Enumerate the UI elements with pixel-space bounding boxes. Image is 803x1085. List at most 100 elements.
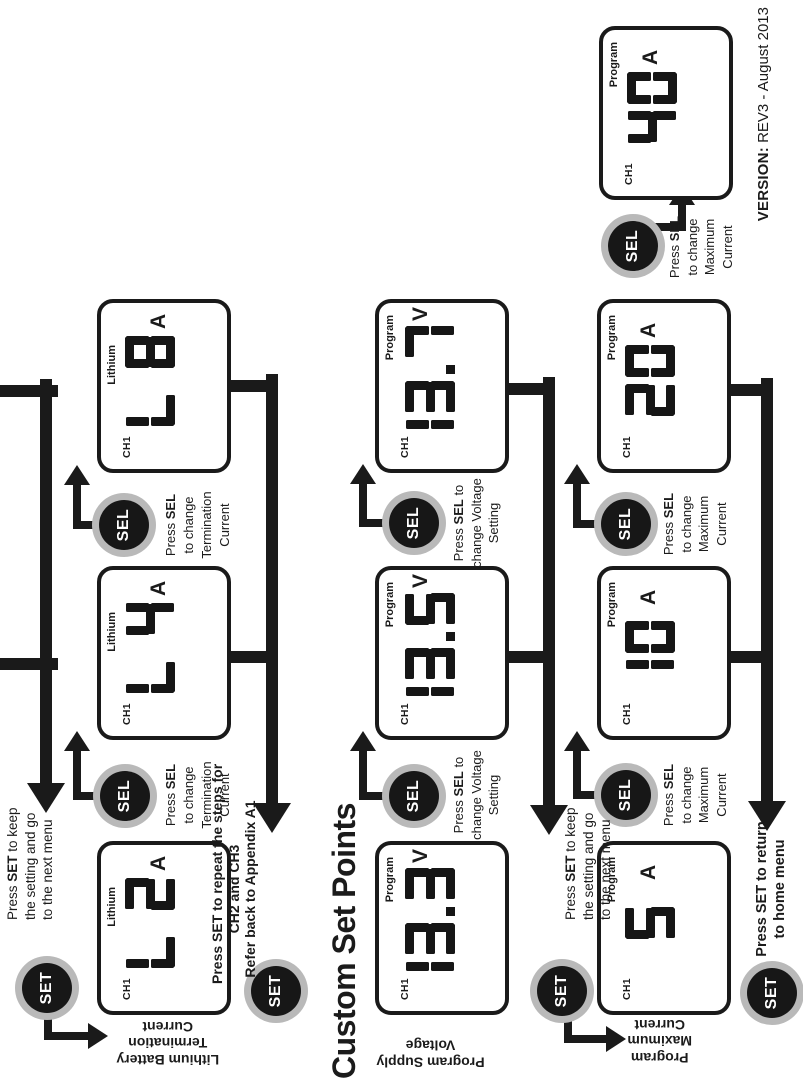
caption-line: to change bbox=[678, 495, 694, 553]
caption-sel-termination-2: Press SEL to change Termination Current bbox=[162, 430, 234, 620]
caption-line: to change bbox=[678, 766, 694, 824]
mode-badge: Program bbox=[608, 42, 620, 88]
caption-set-repeat-steps: Press SET to repeat the steps for CH2 and… bbox=[209, 763, 259, 984]
caption-line: Press SEL to bbox=[451, 756, 466, 834]
set-button-face: SET bbox=[22, 963, 72, 1013]
caption-line: the setting and go bbox=[580, 812, 596, 920]
mode-badge: Program bbox=[384, 857, 396, 903]
channel-label: CH1 bbox=[621, 978, 633, 1000]
arrowhead bbox=[350, 731, 376, 751]
arrowhead bbox=[64, 465, 90, 485]
unit-label: A bbox=[637, 864, 660, 880]
channel-label: CH1 bbox=[621, 703, 633, 725]
sel-button-face: SEL bbox=[389, 498, 439, 548]
flow-line bbox=[40, 379, 52, 789]
sel-button-label: SEL bbox=[405, 779, 422, 813]
sel-button-label: SEL bbox=[405, 506, 422, 540]
caption-line: to change bbox=[684, 218, 700, 276]
unit-label: A bbox=[637, 322, 660, 338]
caption-set-keep-setting-2: Press SET to keep the setting and go to th… bbox=[562, 770, 615, 920]
sel-button: SEL bbox=[594, 492, 658, 556]
flow-line bbox=[543, 377, 555, 811]
sel-button-label: SEL bbox=[624, 229, 641, 263]
caption-line: the setting and go bbox=[22, 812, 38, 920]
sel-button: SEL bbox=[601, 214, 665, 278]
caption-line: Press SEL bbox=[661, 492, 676, 556]
sel-button-face: SEL bbox=[389, 771, 439, 821]
caption-line: Current bbox=[217, 503, 232, 547]
flow-line bbox=[73, 747, 81, 800]
set-button: SET bbox=[15, 956, 79, 1020]
caption-line: Press SEL bbox=[163, 763, 178, 827]
caption-line: Termination bbox=[199, 491, 214, 559]
unit-label: V bbox=[409, 848, 432, 863]
caption-line: to change bbox=[181, 496, 196, 554]
caption-line: Setting bbox=[486, 774, 501, 816]
sel-button: SEL bbox=[93, 764, 157, 828]
caption-line: Press SET to repeat the steps for bbox=[209, 763, 225, 984]
flow-line bbox=[266, 374, 278, 809]
sel-button-label: SEL bbox=[115, 508, 132, 542]
version-line: VERSION: REV3 - August 2013 bbox=[755, 7, 772, 221]
channel-label: CH1 bbox=[121, 436, 133, 458]
channel-label: CH1 bbox=[399, 703, 411, 725]
arrowhead bbox=[253, 803, 291, 833]
flow-line bbox=[573, 480, 581, 528]
caption-sel-voltage-2: Press SEL to change Voltage Setting bbox=[450, 428, 503, 618]
mode-badge: Program bbox=[606, 315, 618, 361]
row-label-line: Voltage bbox=[405, 1038, 455, 1054]
set-button-face: SET bbox=[537, 966, 587, 1016]
mode-badge: Lithium bbox=[106, 345, 118, 385]
caption-line: Press SEL bbox=[163, 493, 178, 557]
caption-line: to the next menu bbox=[598, 819, 613, 920]
flow-line bbox=[359, 480, 367, 527]
caption-line: to the next menu bbox=[40, 819, 55, 920]
sel-button-label: SEL bbox=[617, 507, 634, 541]
caption-line: change Voltage bbox=[468, 478, 484, 568]
flow-line bbox=[359, 747, 367, 800]
caption-sel-maximum-1: Press SEL to change Maximum Current bbox=[660, 700, 730, 890]
flow-line bbox=[73, 481, 81, 529]
caption-line: Current bbox=[713, 773, 729, 817]
sel-button-face: SEL bbox=[100, 771, 150, 821]
channel-label: CH1 bbox=[399, 436, 411, 458]
channel-label: CH1 bbox=[399, 978, 411, 1000]
caption-line: Refer back to Appendix A1 bbox=[242, 800, 258, 978]
caption-line: Press SET to keep bbox=[563, 807, 578, 920]
caption-line: to home menu bbox=[771, 839, 788, 939]
caption-line: Current bbox=[713, 502, 729, 546]
unit-label: A bbox=[639, 49, 662, 65]
row-label-lithium-battery-termination-current: Lithium Battery Termination Current bbox=[98, 1018, 238, 1068]
sel-button-face: SEL bbox=[99, 500, 149, 550]
mode-badge: Program bbox=[384, 582, 396, 628]
sel-button-label: SEL bbox=[116, 779, 133, 813]
mode-badge: Lithium bbox=[106, 612, 118, 652]
caption-line: Press SET to return bbox=[754, 821, 770, 957]
row-label-line: Current bbox=[634, 1016, 686, 1033]
caption-line: Press SEL to bbox=[451, 484, 466, 562]
sel-button-face: SEL bbox=[601, 499, 651, 549]
flow-line bbox=[44, 1032, 92, 1040]
caption-line: Maximum bbox=[702, 218, 717, 276]
caption-line: to change bbox=[181, 766, 196, 824]
row-label-line: Maximum bbox=[627, 1033, 693, 1050]
caption-line: Press SEL bbox=[667, 215, 682, 279]
caption-line: CH2 and CH3 bbox=[225, 844, 242, 934]
row-label-line: Current bbox=[142, 1018, 194, 1035]
mode-badge: Lithium bbox=[106, 887, 118, 927]
set-button-label: SET bbox=[267, 974, 284, 1008]
set-button-label: SET bbox=[553, 974, 570, 1008]
caption-line: Maximum bbox=[696, 495, 711, 553]
flow-line bbox=[761, 378, 773, 807]
channel-label: CH1 bbox=[623, 163, 635, 185]
channel-label: CH1 bbox=[121, 703, 133, 725]
row-label-program-maximum-current: Program Maximum Current bbox=[590, 1016, 730, 1066]
caption-line: change Voltage bbox=[468, 750, 484, 840]
caption-set-return-home: Press SET to return to home menu bbox=[754, 794, 789, 984]
unit-label: V bbox=[409, 573, 432, 588]
unit-label: A bbox=[637, 589, 660, 605]
set-button-face: SET bbox=[251, 966, 301, 1016]
mode-badge: Program bbox=[384, 315, 396, 361]
caption-sel-maximum-2: Press SEL to change Maximum Current bbox=[660, 429, 730, 619]
